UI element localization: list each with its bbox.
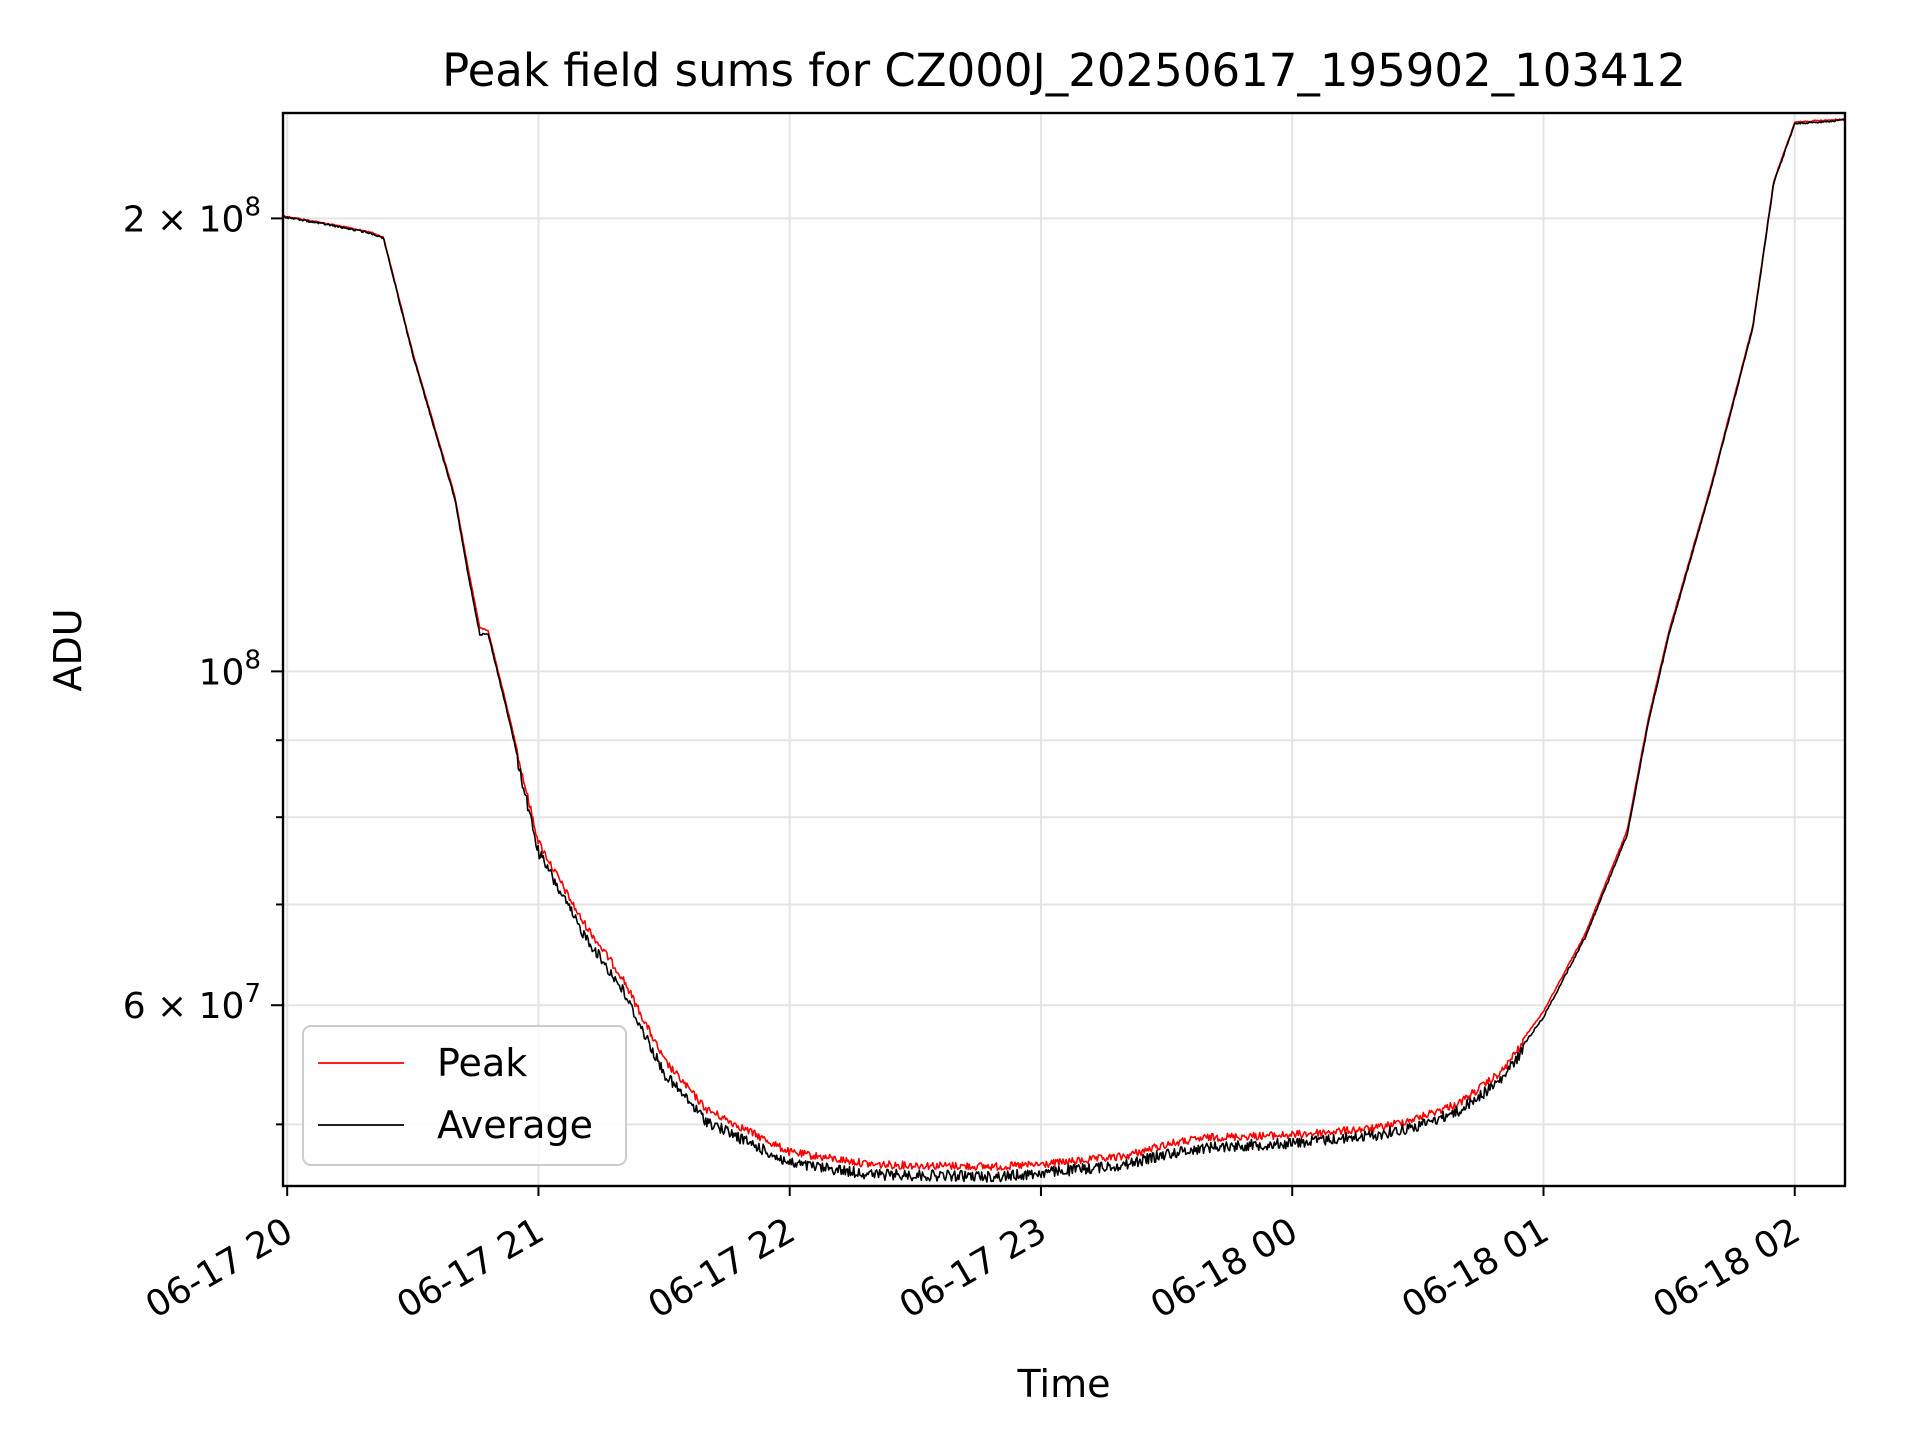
x-tick-label: 06-18 01 <box>1395 1210 1556 1326</box>
x-axis-title: Time <box>1017 1362 1111 1406</box>
y-tick-label: 6 × 107 <box>123 979 261 1027</box>
y-axis-title: ADU <box>46 608 90 691</box>
x-tick-label: 06-17 20 <box>139 1210 300 1326</box>
legend-label-average: Average <box>437 1103 593 1147</box>
series-line-peak <box>282 118 1846 1172</box>
legend-box <box>302 1025 627 1166</box>
series-line-average <box>282 118 1846 1183</box>
x-tick-label: 06-17 22 <box>642 1210 803 1326</box>
x-tick-label: 06-18 00 <box>1144 1210 1305 1326</box>
x-tick-label: 06-18 02 <box>1647 1210 1808 1326</box>
legend: Peak Average <box>302 1025 627 1166</box>
chart-title: Peak field sums for CZ000J_20250617_1959… <box>442 44 1686 97</box>
x-tick-label: 06-17 23 <box>893 1210 1054 1326</box>
x-tick-label: 06-17 21 <box>390 1210 551 1326</box>
legend-label-peak: Peak <box>437 1041 527 1085</box>
series-layer <box>282 118 1846 1183</box>
y-tick-label: 2 × 108 <box>123 192 261 240</box>
plot-frame <box>281 111 1847 1188</box>
y-tick-label: 108 <box>199 645 261 693</box>
